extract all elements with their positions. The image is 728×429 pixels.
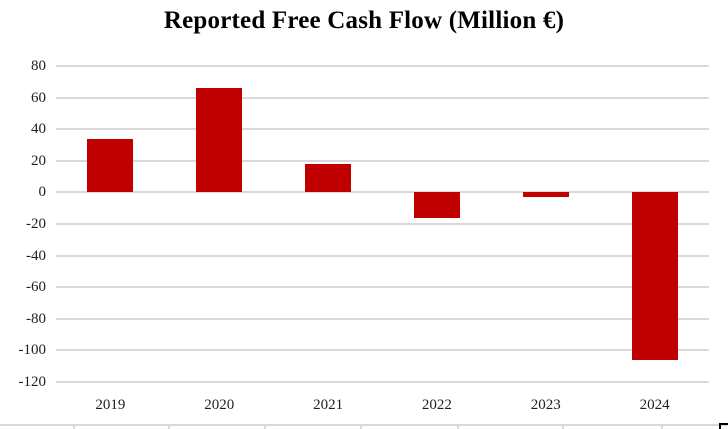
gridline--20 [56,223,709,225]
bottom-fragment-axis-line [0,424,728,426]
y-tick-label: -60 [26,279,46,296]
gridline--40 [56,254,709,257]
corner-mark-vertical [719,423,721,429]
y-tick-label: 20 [31,152,46,169]
gridline-40 [56,128,709,131]
x-tick-label-2021: 2021 [313,397,344,413]
y-tick-label: -20 [26,216,46,232]
y-tick-label: 40 [31,121,46,138]
y-tick-label: -100 [18,342,47,359]
gridline--60 [56,286,709,289]
chart-title: Reported Free Cash Flow (Million €) [163,7,565,34]
bottom-fragment-tick [457,424,459,429]
bar-2023 [522,192,569,198]
y-tick-label: -80 [26,310,46,327]
gridline-60 [56,96,709,99]
bar-2021 [305,163,352,193]
bar-2020 [196,88,243,193]
bottom-fragment-tick [661,424,663,429]
y-tick-label: 60 [31,89,46,106]
bottom-fragment-tick [73,424,75,429]
x-tick-label-2023: 2023 [530,397,561,413]
x-tick-label-2022: 2022 [421,397,452,413]
gridline--120 [56,381,709,383]
bar-2024 [631,192,678,360]
x-tick-label-2019: 2019 [95,397,126,413]
bar-2019 [87,138,134,193]
gridline--100 [56,349,709,352]
corner-mark-horizontal [719,423,728,425]
x-tick-label-2024: 2024 [639,397,670,413]
y-tick-label: -40 [26,247,46,264]
gridline--80 [56,317,709,320]
bottom-fragment-tick [562,424,564,429]
y-tick-label: 80 [31,58,46,74]
bottom-fragment-tick [360,424,362,429]
bottom-fragment-tick [168,424,170,429]
y-tick-label: 0 [38,184,47,201]
y-tick-label: -120 [18,374,47,390]
gridline-80 [56,65,709,67]
bar-2022 [413,192,460,218]
gridline-20 [56,159,709,162]
x-tick-label-2020: 2020 [204,397,235,413]
gridline-0 [56,191,709,194]
bottom-fragment-tick [264,424,266,429]
